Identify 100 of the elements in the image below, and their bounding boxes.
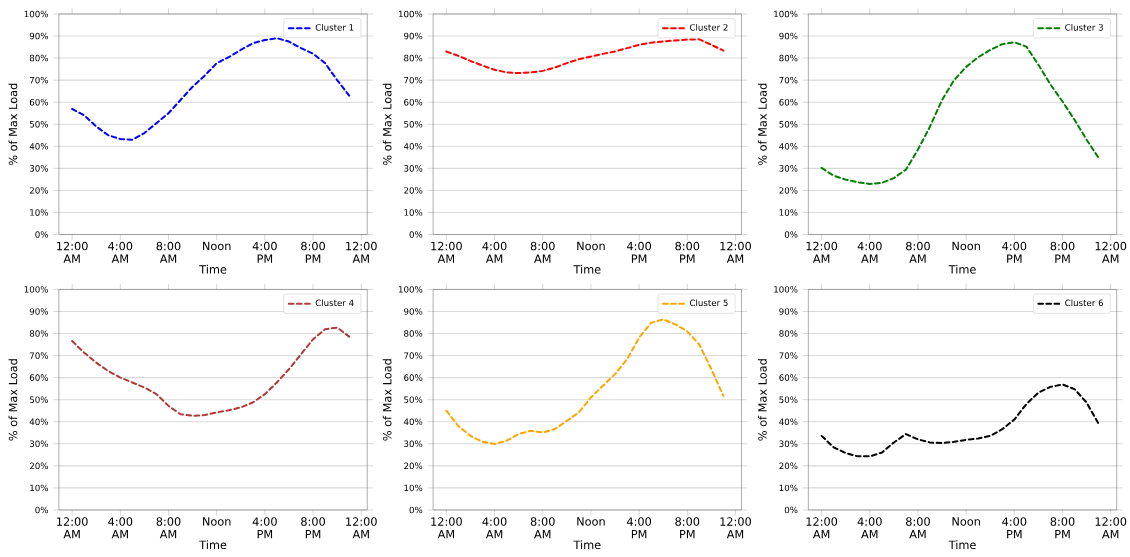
x-tick-label: 8:00 PM (301, 517, 325, 539)
y-tick-label: 60% (779, 374, 798, 381)
y-tick-label: 70% (779, 76, 798, 84)
y-tick-label: 40% (29, 143, 49, 150)
legend-label: Cluster 6 (1065, 299, 1104, 307)
y-tick-label: 0% (409, 231, 423, 238)
x-tick-label: 8:00 PM (675, 517, 700, 539)
x-tick-label: 4:00 AM (857, 517, 882, 539)
x-axis-title: Time (199, 540, 227, 550)
x-tick-label: Noon (577, 517, 605, 526)
x-axis-title: Time (573, 264, 601, 274)
x-tick-label: 4:00 AM (108, 241, 133, 263)
y-tick-label: 40% (29, 418, 49, 426)
x-tick-label: Noon (952, 241, 980, 251)
x-tick-label: 4:00 AM (482, 517, 507, 539)
y-axis-title: % of Max Load (758, 83, 767, 166)
x-tick-label: 12:00 AM (1095, 517, 1127, 539)
y-tick-label: 0% (784, 506, 798, 514)
y-tick-label: 20% (404, 187, 423, 194)
y-tick-label: 90% (404, 308, 423, 315)
y-tick-label: 50% (779, 396, 798, 404)
x-tick-label: 12:00 AM (431, 517, 462, 539)
y-tick-label: 20% (29, 462, 49, 470)
y-tick-label: 20% (29, 187, 49, 194)
y-tick-label: 40% (779, 143, 798, 150)
x-axis-title: Time (573, 540, 601, 550)
x-tick-label: 8:00 PM (301, 241, 325, 263)
y-tick-label: 70% (29, 352, 49, 359)
x-tick-label: 8:00 AM (530, 241, 555, 263)
x-tick-label: 8:00 PM (1050, 241, 1075, 263)
line-series (71, 37, 351, 141)
x-tick-label: 4:00 AM (857, 241, 882, 263)
y-axis-title: % of Max Load (758, 359, 767, 441)
y-tick-label: 10% (779, 484, 798, 492)
y-tick-label: 50% (404, 396, 423, 404)
y-tick-label: 10% (779, 209, 798, 216)
x-axis-title: Time (948, 264, 976, 274)
y-tick-label: 80% (29, 330, 49, 337)
x-tick-label: 4:00 PM (252, 241, 277, 263)
legend-label: Cluster 1 (315, 24, 354, 31)
x-tick-label: 4:00 PM (1002, 241, 1027, 263)
legend-label: Cluster 2 (689, 24, 728, 31)
y-tick-label: 10% (404, 209, 423, 216)
x-tick-label: Noon (203, 241, 231, 251)
y-tick-label: 20% (404, 462, 423, 470)
x-tick-label: 8:00 AM (906, 517, 930, 539)
y-tick-label: 0% (35, 506, 49, 514)
x-tick-label: 4:00 PM (626, 241, 652, 263)
y-tick-label: 60% (29, 98, 49, 106)
x-tick-label: 8:00 PM (675, 241, 700, 263)
y-tick-label: 80% (779, 330, 798, 337)
y-tick-label: 70% (404, 352, 423, 359)
x-tick-label: 12:00 AM (806, 517, 838, 539)
x-tick-label: 8:00 AM (156, 241, 181, 263)
y-tick-label: 70% (29, 76, 49, 84)
y-tick-label: 100% (398, 10, 423, 18)
y-tick-label: 100% (774, 286, 798, 293)
x-tick-label: 4:00 AM (108, 517, 133, 539)
x-tick-label: 12:00 AM (431, 241, 462, 263)
x-tick-label: 4:00 PM (252, 517, 277, 539)
line-series (820, 41, 1100, 186)
y-tick-label: 90% (779, 32, 798, 40)
y-tick-label: 40% (403, 143, 423, 150)
y-tick-label: 10% (30, 484, 49, 492)
y-tick-label: 80% (404, 330, 423, 337)
y-tick-label: 100% (24, 10, 49, 18)
y-tick-label: 0% (35, 231, 49, 238)
y-tick-label: 90% (29, 308, 49, 315)
y-tick-label: 50% (779, 121, 798, 128)
y-tick-label: 100% (24, 286, 49, 293)
x-tick-label: Noon (952, 517, 980, 526)
y-tick-label: 60% (29, 374, 49, 381)
x-axis-title: Time (199, 264, 227, 274)
y-axis-title: % of Max Load (8, 359, 18, 441)
y-tick-label: 10% (404, 484, 423, 492)
y-tick-label: 100% (398, 286, 423, 293)
legend-label: Cluster 5 (689, 299, 728, 307)
y-tick-label: 40% (403, 418, 423, 426)
y-axis-title: % of Max Load (382, 83, 392, 166)
y-tick-label: 90% (404, 32, 423, 40)
y-tick-label: 20% (779, 187, 798, 194)
x-tick-label: 8:00 PM (1050, 517, 1075, 539)
x-tick-label: 12:00 AM (720, 517, 751, 539)
y-tick-label: 30% (29, 440, 49, 448)
y-tick-label: 50% (404, 121, 423, 128)
y-tick-label: 100% (774, 10, 798, 18)
y-tick-label: 40% (779, 418, 798, 426)
line-series (445, 318, 725, 446)
y-tick-label: 70% (404, 76, 423, 84)
y-tick-label: 20% (779, 462, 798, 470)
y-tick-label: 90% (29, 32, 49, 40)
y-tick-label: 30% (29, 165, 49, 172)
y-tick-label: 90% (779, 308, 798, 315)
y-tick-label: 70% (779, 352, 798, 359)
x-tick-label: 8:00 AM (906, 241, 930, 263)
x-tick-label: 4:00 PM (1002, 517, 1027, 539)
y-tick-label: 60% (779, 98, 798, 106)
x-tick-label: 12:00 AM (1095, 241, 1127, 263)
x-tick-label: 12:00 AM (720, 241, 751, 263)
y-tick-label: 30% (404, 440, 423, 448)
